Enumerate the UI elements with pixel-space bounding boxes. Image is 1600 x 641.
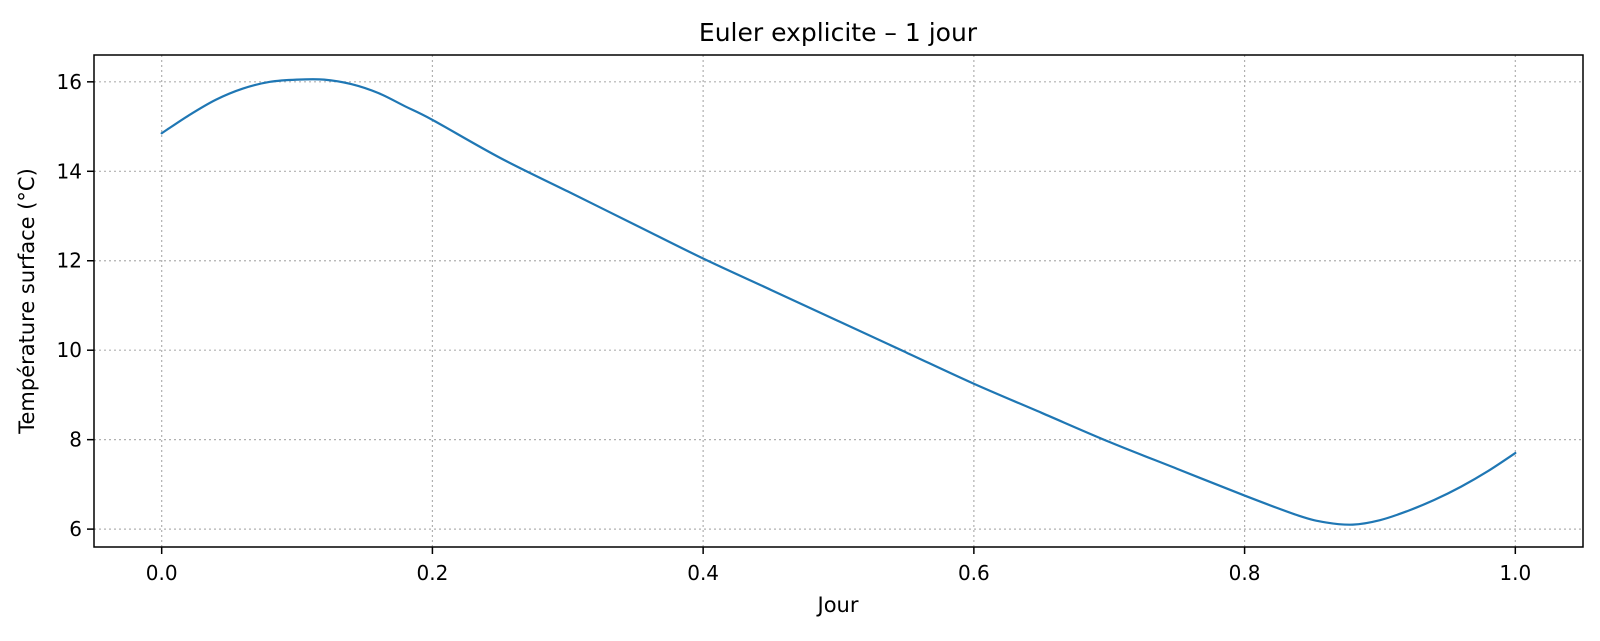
y-tick-label: 6 (69, 517, 82, 541)
x-tick-label: 1.0 (1499, 561, 1531, 585)
y-tick-label: 10 (57, 338, 82, 362)
y-axis-label: Température surface (°C) (15, 168, 39, 435)
x-tick-label: 0.6 (958, 561, 990, 585)
x-tick-label: 0.0 (146, 561, 178, 585)
y-tick-label: 8 (69, 428, 82, 452)
grid-layer (94, 55, 1583, 547)
tick-layer: 0.0 0.2 0.4 0.6 0.8 1.0 6 8 10 12 14 16 (57, 70, 1532, 585)
x-tick-label: 0.8 (1229, 561, 1261, 585)
y-tick-label: 12 (57, 249, 82, 273)
temperature-series-line (160, 78, 1517, 526)
y-tick-label: 16 (57, 70, 82, 94)
chart-title: Euler explicite – 1 jour (699, 18, 978, 47)
plot-frame (93, 54, 1584, 548)
x-tick-label: 0.2 (417, 561, 449, 585)
y-tick-label: 14 (57, 159, 82, 183)
x-axis-label: Jour (816, 593, 859, 617)
x-tick-label: 0.4 (687, 561, 719, 585)
series-layer (160, 78, 1517, 526)
